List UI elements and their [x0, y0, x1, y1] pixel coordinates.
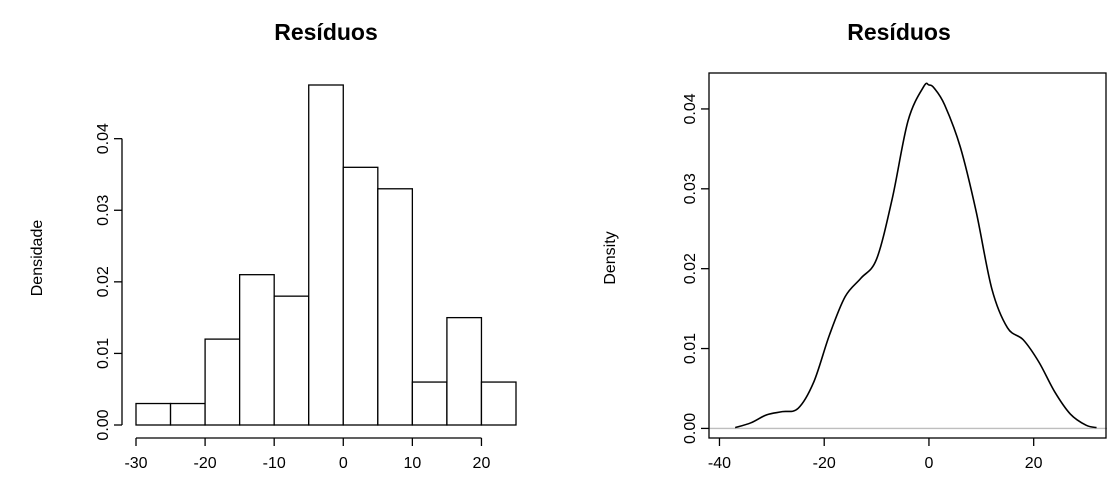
histogram-bar	[273, 295, 310, 426]
density-x-tick-label: -40	[708, 455, 731, 472]
hist-x-tick-label: -20	[194, 455, 217, 472]
hist-y-tick-label: 0.02	[95, 266, 112, 297]
histogram-bar	[446, 316, 483, 426]
hist-x-tick-label: -30	[124, 455, 147, 472]
histogram-bar	[204, 338, 241, 426]
histogram-bar	[308, 84, 344, 426]
density-y-tick-label: 0.00	[682, 413, 699, 444]
density-y-tick-label: 0.01	[682, 333, 699, 364]
histogram-bar	[377, 188, 414, 426]
histogram-bar	[135, 402, 172, 426]
density-y-tick-label: 0.02	[682, 253, 699, 284]
hist-y-tick-label: 0.04	[95, 123, 112, 154]
density-y-tick-label: 0.04	[682, 93, 699, 124]
histogram-bar	[411, 381, 448, 426]
hist-y-tick-label: 0.03	[95, 195, 112, 226]
density-panel: Resíduos Density -40 -20 0 20 0.00 0.01 0.02 0…	[602, 19, 1107, 472]
histogram-bar	[342, 166, 379, 426]
density-plot-box	[708, 72, 1107, 439]
histogram-bar	[480, 381, 517, 426]
hist-x-tick-label: 10	[403, 455, 421, 472]
histogram-bar	[238, 274, 275, 426]
density-x-tick-label: -20	[813, 455, 836, 472]
histogram-panel: Resíduos Densidade -30 -20 -10 0 10 20 0.00 0.…	[29, 19, 517, 472]
hist-x-tick-label: -10	[263, 455, 286, 472]
hist-y-tick-label: 0.01	[95, 338, 112, 369]
density-curve	[734, 82, 1097, 429]
hist-y-axis-label: Densidade	[29, 220, 46, 297]
density-x-tick-label: 0	[924, 455, 933, 472]
histogram-bar	[169, 402, 206, 426]
hist-y-tick-label: 0.00	[95, 409, 112, 440]
density-y-axis-label: Density	[602, 231, 619, 284]
hist-x-tick-label: 0	[339, 455, 348, 472]
hist-title: Resíduos	[274, 19, 378, 45]
hist-x-tick-label: 20	[473, 455, 491, 472]
density-x-tick-label: 20	[1025, 455, 1043, 472]
density-y-tick-label: 0.03	[682, 173, 699, 204]
density-title: Resíduos	[847, 19, 951, 45]
